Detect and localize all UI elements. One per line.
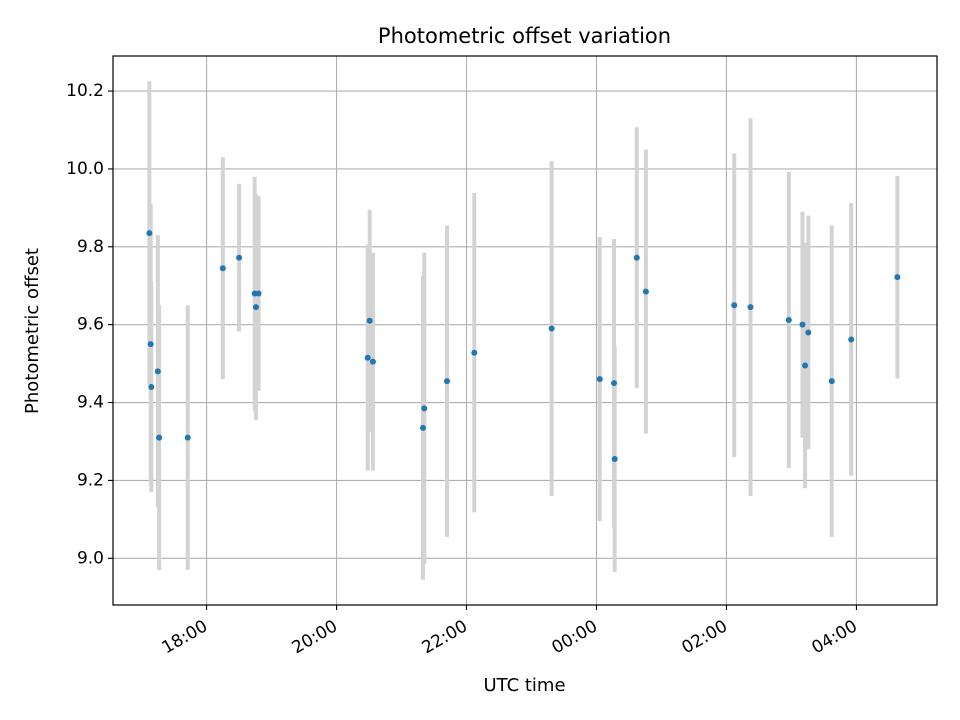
data-point (805, 329, 812, 336)
data-point (369, 358, 376, 365)
data-point (156, 434, 163, 441)
data-point (419, 424, 426, 431)
y-tick-label: 9.4 (77, 393, 104, 413)
x-axis-title: UTC time (483, 675, 565, 696)
data-point (252, 304, 259, 311)
data-point (255, 290, 262, 297)
data-point (471, 349, 478, 356)
data-point (147, 341, 154, 348)
data-point (785, 316, 792, 323)
data-point (421, 405, 428, 412)
chart-title: Photometric offset variation (378, 24, 671, 48)
data-point (802, 362, 809, 369)
data-point (747, 304, 754, 311)
data-point (799, 321, 806, 328)
data-point (611, 380, 618, 387)
data-point (146, 230, 153, 237)
data-point (596, 376, 603, 383)
data-point (364, 354, 371, 361)
data-point (731, 302, 738, 309)
data-point (236, 254, 243, 261)
data-points (146, 230, 901, 462)
y-tick-label: 9.0 (77, 548, 104, 568)
data-point (633, 254, 640, 261)
data-point (894, 274, 901, 281)
data-point (184, 434, 191, 441)
y-tick-label: 10.2 (66, 81, 104, 101)
y-axis-ticks: 9.0 9.2 9.4 9.6 9.8 10.0 10.2 (66, 81, 113, 568)
y-axis-title: Photometric offset (22, 248, 43, 414)
y-tick-label: 9.6 (77, 315, 104, 335)
data-point (611, 455, 618, 462)
data-point (148, 383, 155, 390)
data-point (848, 336, 855, 343)
data-point (444, 378, 451, 385)
data-point (548, 325, 555, 332)
y-tick-label: 10.0 (66, 159, 104, 179)
plot-frame (112, 55, 938, 606)
y-tick-label: 9.2 (77, 470, 104, 490)
data-point (828, 378, 835, 385)
data-point (154, 368, 161, 375)
y-tick-label: 9.8 (77, 237, 104, 257)
data-point (219, 265, 226, 272)
data-point (642, 288, 649, 295)
data-point (366, 317, 373, 324)
